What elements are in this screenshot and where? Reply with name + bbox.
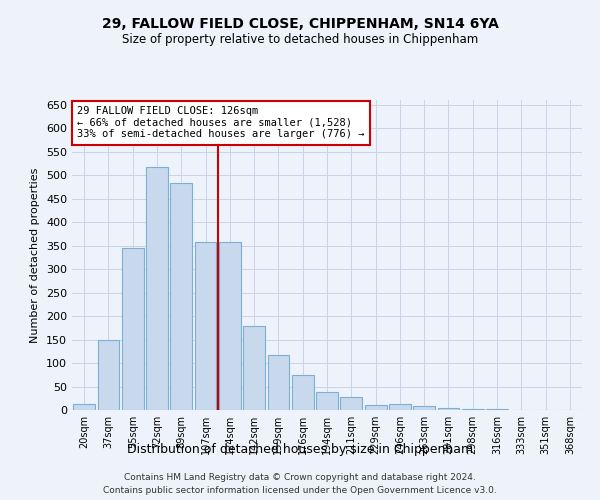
Text: 29, FALLOW FIELD CLOSE, CHIPPENHAM, SN14 6YA: 29, FALLOW FIELD CLOSE, CHIPPENHAM, SN14…: [101, 18, 499, 32]
Bar: [122, 248, 143, 410]
Bar: [170, 183, 192, 410]
Y-axis label: Number of detached properties: Number of detached properties: [31, 168, 40, 342]
Bar: [194, 242, 217, 410]
Bar: [437, 408, 460, 410]
Bar: [316, 392, 338, 410]
Bar: [146, 166, 168, 410]
Bar: [73, 404, 95, 410]
Text: Contains public sector information licensed under the Open Government Licence v3: Contains public sector information licen…: [103, 486, 497, 495]
Bar: [292, 375, 314, 410]
Bar: [268, 354, 289, 410]
Text: Contains HM Land Registry data © Crown copyright and database right 2024.: Contains HM Land Registry data © Crown c…: [124, 472, 476, 482]
Bar: [97, 340, 119, 410]
Text: Distribution of detached houses by size in Chippenham: Distribution of detached houses by size …: [127, 442, 473, 456]
Bar: [486, 409, 508, 410]
Bar: [219, 242, 241, 410]
Bar: [462, 408, 484, 410]
Text: Size of property relative to detached houses in Chippenham: Size of property relative to detached ho…: [122, 32, 478, 46]
Bar: [389, 404, 411, 410]
Bar: [340, 397, 362, 410]
Bar: [365, 406, 386, 410]
Bar: [413, 406, 435, 410]
Bar: [243, 326, 265, 410]
Text: 29 FALLOW FIELD CLOSE: 126sqm
← 66% of detached houses are smaller (1,528)
33% o: 29 FALLOW FIELD CLOSE: 126sqm ← 66% of d…: [77, 106, 365, 140]
